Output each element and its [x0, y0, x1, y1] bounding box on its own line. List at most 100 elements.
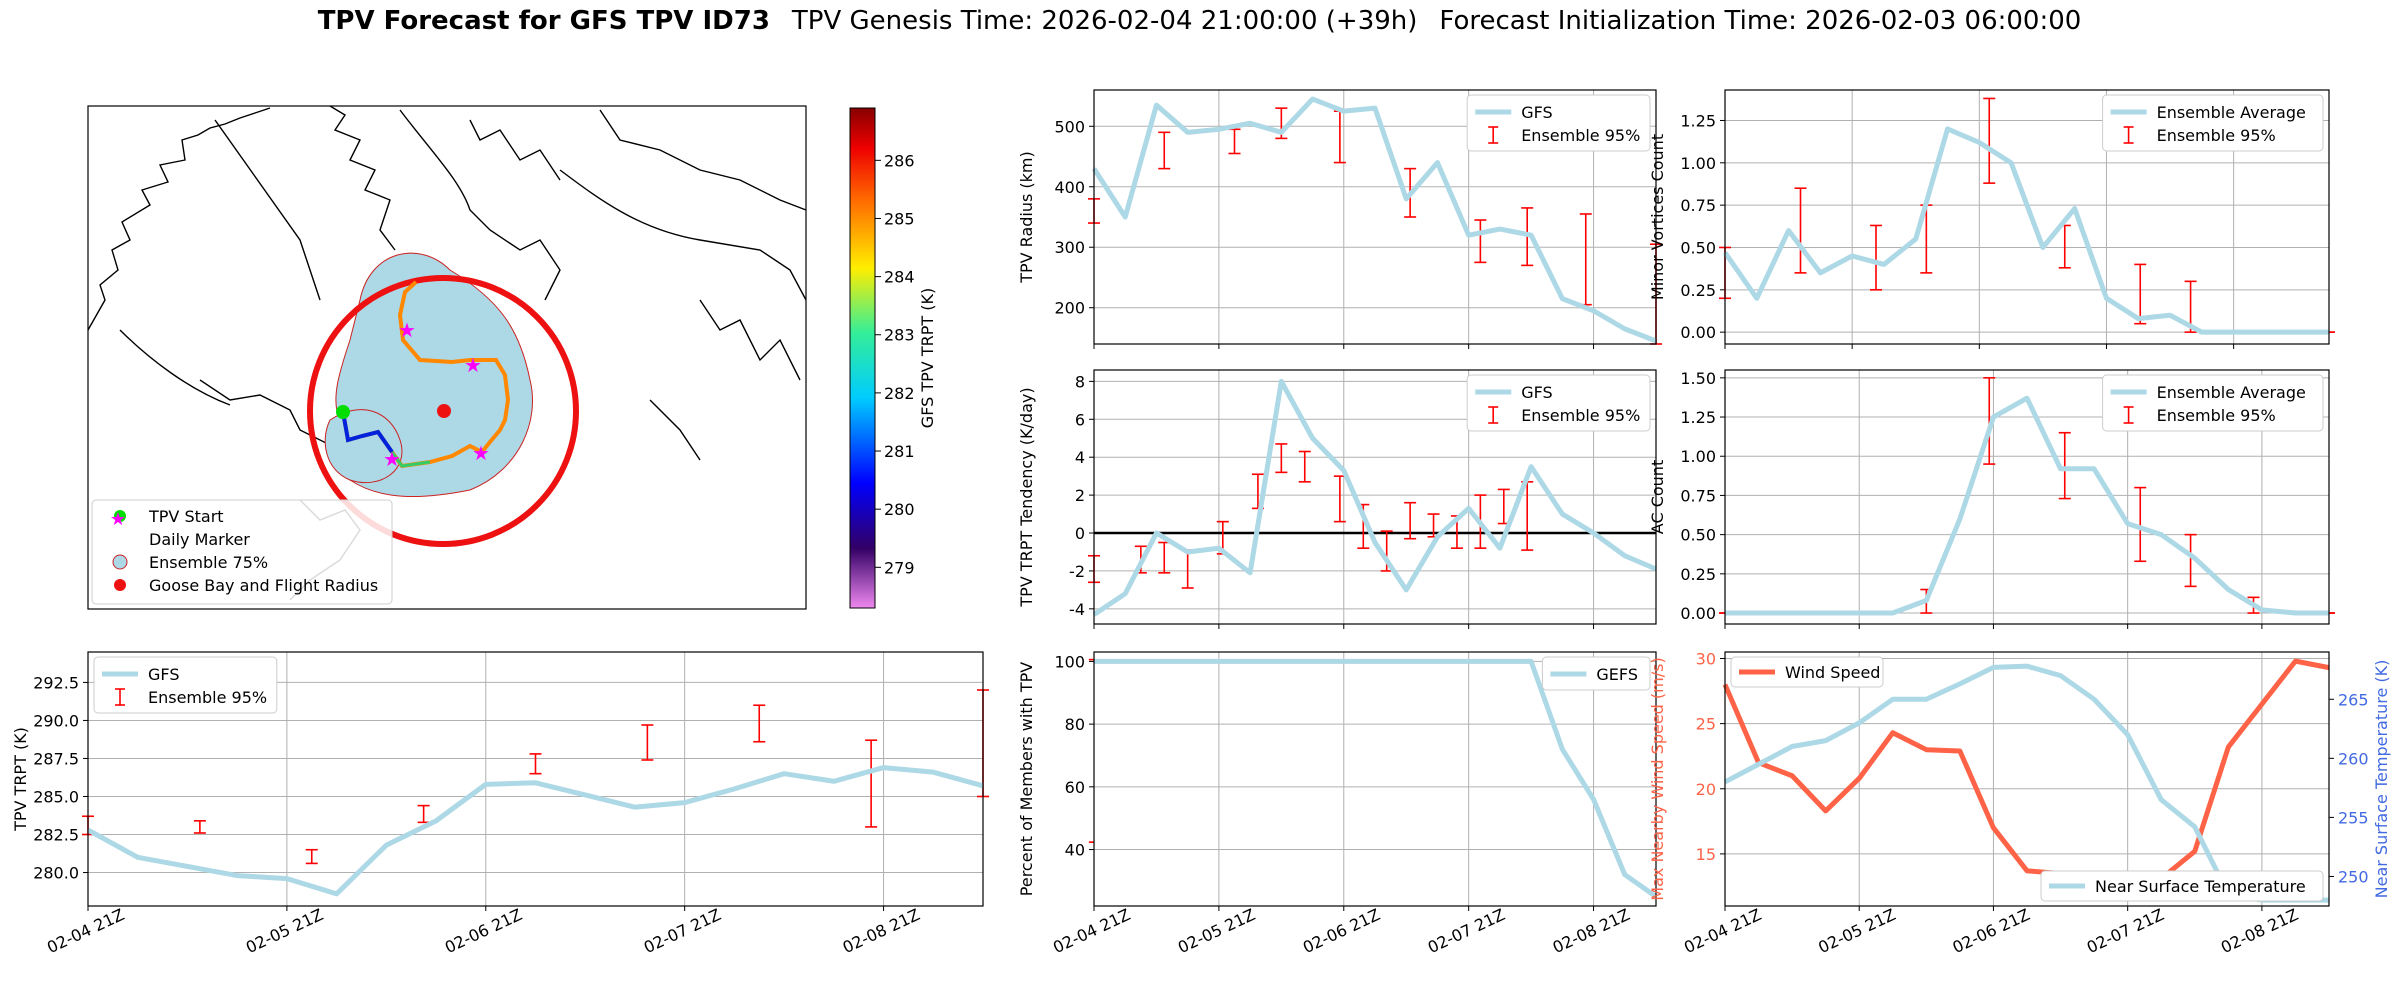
legend-label: Ensemble 95%: [2157, 406, 2276, 425]
y-tick-label: 1.50: [1680, 369, 1716, 388]
x-tick-label: 02-07 21Z: [641, 905, 724, 957]
legend-label: GEFS: [1596, 665, 1638, 684]
legend-label: Near Surface Temperature: [2095, 877, 2306, 896]
errorbar: [1474, 219, 1487, 264]
figure-title: TPV Forecast for GFS TPV ID73 TPV Genesis…: [0, 6, 2399, 36]
chart-radius: 200 300 400 500 TPV Radius (km) GFS Ensemble 9…: [1017, 89, 1662, 349]
daily-marker-4: ★: [472, 441, 490, 465]
y-tick-label: 0.75: [1680, 196, 1716, 215]
series-line-primary: [1722, 126, 2329, 335]
legend: GFS Ensemble 95%: [1466, 94, 1651, 152]
y-tick-label: 20: [1696, 780, 1716, 799]
errorbar: [1275, 443, 1288, 474]
series-line-primary: [1722, 658, 2330, 882]
errorbar: [753, 704, 766, 743]
y-tick-label: 287.5: [33, 749, 79, 768]
x-tick-label: 02-06 21Z: [1950, 905, 2033, 957]
y2-tick-label: 260: [2338, 749, 2369, 768]
chart-minor: 0.00 0.25 0.50 0.75 1.00 1.25 Minor Vortices C…: [1648, 89, 2335, 349]
y-tick-label: 8: [1075, 372, 1085, 391]
flight-radius-circle: [307, 275, 579, 547]
series-line-primary: [1091, 96, 1657, 344]
errorbar: [1870, 224, 1882, 291]
x-tick-label: 02-05 21Z: [243, 905, 326, 957]
legend-label: Ensemble 95%: [2157, 126, 2276, 145]
y-tick-label: 200: [1054, 299, 1085, 318]
legend: Ensemble Average Ensemble 95%: [2102, 94, 2324, 152]
y-tick-label: 0.75: [1680, 486, 1716, 505]
errorbar: [2134, 263, 2147, 325]
goose-bay-marker: [437, 404, 451, 418]
x-tick-label: 02-05 21Z: [1815, 905, 1898, 957]
colorbar-tick-label: 279: [884, 558, 915, 577]
colorbar-tick-label: 285: [884, 209, 915, 228]
y2-tick-label: 265: [2338, 690, 2369, 709]
legend-label: Ensemble 95%: [148, 688, 267, 707]
errorbar: [2184, 533, 2197, 588]
y-tick-label: 500: [1054, 117, 1085, 136]
y-tick-label: 0.25: [1680, 281, 1716, 300]
y-axis-label: TPV Radius (km): [1017, 151, 1036, 284]
y-tick-label: 30: [1696, 650, 1716, 669]
y-tick-label: 280.0: [33, 864, 79, 883]
plot-frame: [1724, 89, 2330, 345]
y-tick-label: 80: [1065, 715, 1085, 734]
y2-tick-label: 255: [2338, 808, 2369, 827]
y-tick-label: 300: [1054, 238, 1085, 257]
y-tick-label: 285.0: [33, 787, 79, 806]
y-tick-label: 25: [1696, 715, 1716, 734]
y-tick-label: 1.00: [1680, 447, 1716, 466]
y-tick-label: -2: [1069, 562, 1085, 581]
colorbar-ticks: 279 280 281 282 283 284 285 286: [875, 151, 915, 577]
x-tick-label: 02-07 21Z: [1425, 905, 1508, 957]
y-tick-label: 1.25: [1680, 408, 1716, 427]
errorbar: [529, 753, 542, 775]
legend-box: [2102, 94, 2324, 152]
y-tick-label: 4: [1075, 448, 1085, 467]
daily-marker-3: ★: [383, 447, 401, 471]
y-tick-label: 0.50: [1680, 238, 1716, 257]
colorbar-tick-label: 282: [884, 384, 915, 403]
plot-frame: [1724, 651, 2330, 907]
legend-label: GFS: [1521, 383, 1552, 402]
errorbar: [1404, 501, 1417, 540]
y-tick-label: 2: [1075, 486, 1085, 505]
x-tick-label: 02-07 21Z: [2084, 905, 2167, 957]
y-tick-label: 15: [1696, 845, 1716, 864]
y-tick-label: 0.00: [1680, 604, 1716, 623]
chart-ac: 0.00 0.25 0.50 0.75 1.00 1.25 1.50 AC Count Ense…: [1648, 369, 2335, 629]
colorbar-tick-label: 280: [884, 500, 915, 519]
errorbar: [2134, 486, 2147, 563]
legend-label: Ensemble Average: [2157, 103, 2306, 122]
x-tick-label: 02-04 21Z: [1050, 905, 1133, 957]
y-tick-label: 0.00: [1680, 323, 1716, 342]
chart-trpt: 280.0 282.5 285.0 287.5 290.0 292.5 02-04 21Z 0…: [11, 651, 1101, 957]
errorbar: [1794, 187, 1807, 274]
y-axis-label: Minor Vortices Count: [1648, 134, 1667, 300]
chart-wind: 15 20 25 30 02-04 21Z 02-05 21Z 02-06 21Z 02-07…: [1648, 650, 2391, 958]
genesis-time: TPV Genesis Time: 2026-02-04 21:00:00 (+…: [791, 6, 1418, 36]
errorbar: [865, 739, 878, 828]
plot-area: [1725, 652, 2329, 906]
legend: Wind Speed Near Surface Temperature: [1730, 656, 2324, 902]
series-line-primary: [1094, 658, 1658, 899]
svg-text:★: ★: [110, 509, 126, 530]
legend-box: [1541, 656, 1651, 691]
y-tick-label: 0: [1075, 524, 1085, 543]
legend: GFS Ensemble 95%: [1466, 374, 1651, 432]
daily-marker-2: ★: [398, 318, 416, 342]
y-tick-label: 290.0: [33, 711, 79, 730]
colorbar: [849, 107, 876, 609]
errorbar: [1983, 97, 1996, 184]
errorbar: [305, 848, 318, 865]
y-tick-label: 1.25: [1680, 111, 1716, 130]
map-legend-daily: Daily Marker: [149, 530, 250, 549]
legend-box: [1730, 656, 1884, 688]
y2-axis-label: Near Surface Temperature (K): [2372, 660, 2391, 899]
legend-box: [1466, 374, 1651, 432]
series-line-primary: [1725, 395, 2329, 616]
errorbar: [1983, 377, 1996, 465]
legend-label: Wind Speed: [1785, 663, 1880, 682]
chart-tendency: -4 -2 0 2 4 6 8 TPV TRPT Tendency (K/day) GFS Ens…: [1017, 369, 1657, 629]
